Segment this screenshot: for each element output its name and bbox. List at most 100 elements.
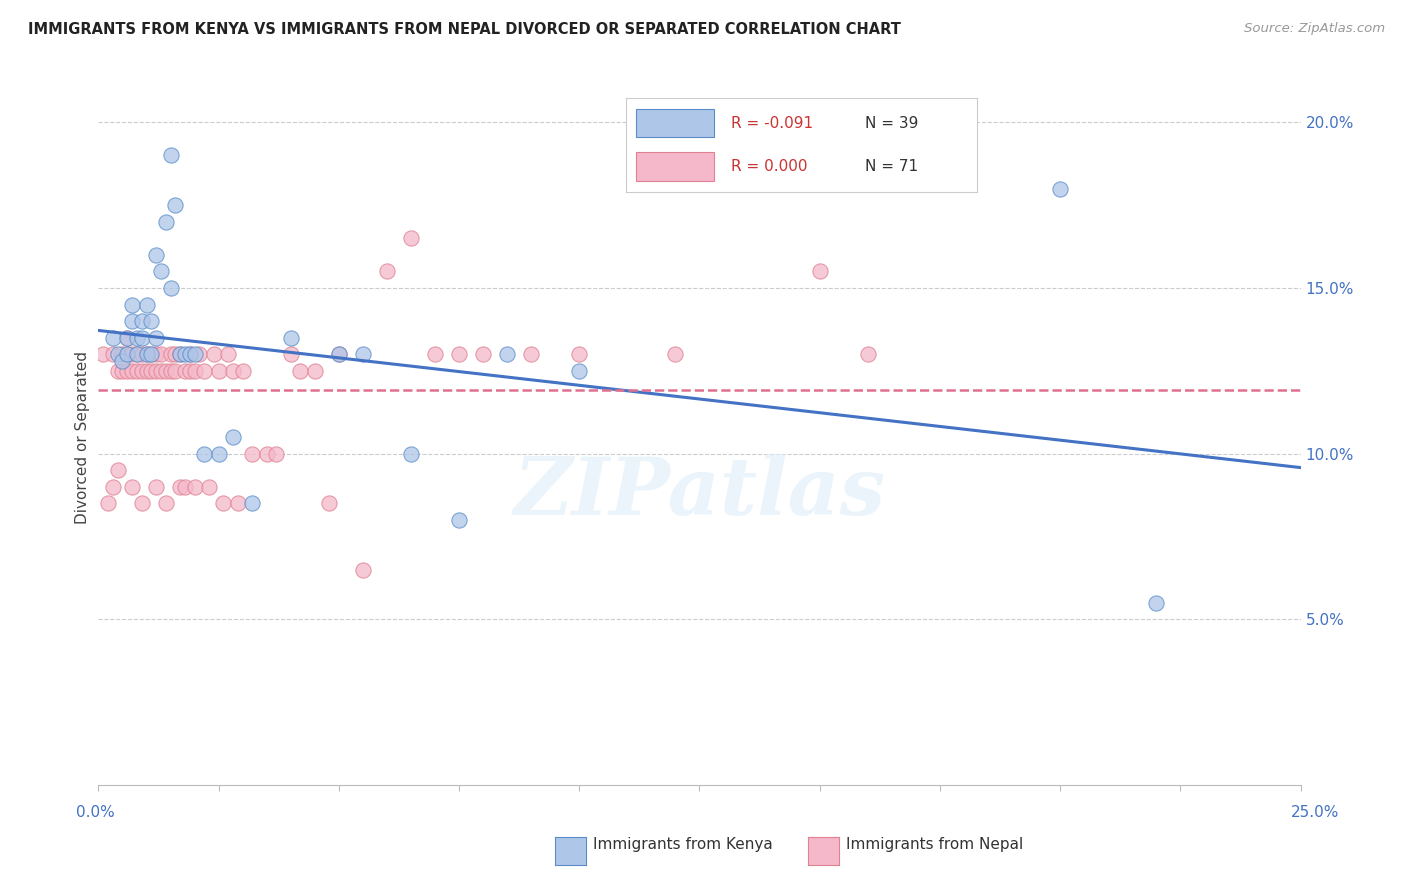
Point [240, 496, 263, 510]
Text: Immigrants from Kenya: Immigrants from Kenya [593, 838, 773, 852]
Point [135, 347, 157, 361]
Point [179, 347, 201, 361]
Point [208, 364, 231, 378]
Point [256, 447, 278, 461]
Point [328, 347, 350, 361]
Point [125, 347, 148, 361]
Point [217, 347, 239, 361]
Point [496, 347, 519, 361]
Point [125, 347, 148, 361]
Point [111, 347, 134, 361]
Y-axis label: Divorced or Separated: Divorced or Separated [75, 351, 90, 524]
Point [856, 347, 879, 361]
Point [145, 331, 167, 345]
Point [188, 347, 211, 361]
Point [121, 314, 143, 328]
Text: IMMIGRANTS FROM KENYA VS IMMIGRANTS FROM NEPAL DIVORCED OR SEPARATED CORRELATION: IMMIGRANTS FROM KENYA VS IMMIGRANTS FROM… [28, 22, 901, 37]
Point [97, 496, 120, 510]
Point [399, 447, 422, 461]
Point [240, 447, 263, 461]
Point [222, 430, 245, 444]
Point [568, 364, 591, 378]
Point [183, 364, 205, 378]
Point [141, 364, 163, 378]
Point [165, 198, 187, 212]
Point [169, 347, 191, 361]
Text: 0.0%: 0.0% [76, 805, 115, 820]
Point [101, 331, 124, 345]
Point [117, 331, 139, 345]
Text: R = 0.000: R = 0.000 [731, 159, 807, 174]
Text: R = -0.091: R = -0.091 [731, 116, 813, 131]
Point [520, 347, 543, 361]
Point [165, 364, 187, 378]
Point [121, 297, 143, 311]
Point [155, 496, 177, 510]
Point [135, 297, 157, 311]
Point [145, 480, 167, 494]
Point [208, 447, 231, 461]
Text: N = 71: N = 71 [865, 159, 918, 174]
Point [141, 347, 163, 361]
Point [159, 281, 181, 295]
Point [155, 215, 177, 229]
Point [169, 347, 191, 361]
Point [304, 364, 326, 378]
Point [280, 331, 302, 345]
Point [318, 496, 340, 510]
Point [198, 480, 221, 494]
Point [808, 264, 831, 278]
Point [101, 480, 124, 494]
Point [174, 347, 197, 361]
Text: ZIPatlas: ZIPatlas [513, 454, 886, 532]
Point [212, 496, 235, 510]
Point [174, 364, 197, 378]
Point [568, 347, 591, 361]
Point [183, 347, 205, 361]
Point [159, 347, 181, 361]
Point [111, 364, 134, 378]
Point [399, 231, 422, 245]
Point [179, 347, 201, 361]
Point [131, 364, 153, 378]
Point [117, 347, 139, 361]
Point [117, 347, 139, 361]
Bar [636, 110, 713, 137]
Point [131, 347, 153, 361]
Point [121, 480, 143, 494]
Point [125, 364, 148, 378]
Text: 25.0%: 25.0% [1291, 805, 1339, 820]
Point [202, 347, 225, 361]
Bar [636, 153, 713, 180]
Point [328, 347, 350, 361]
Point [107, 364, 129, 378]
Point [131, 496, 153, 510]
Point [472, 347, 495, 361]
Point [149, 347, 172, 361]
Point [107, 463, 129, 477]
Point [352, 563, 374, 577]
Point [375, 264, 398, 278]
Point [352, 347, 374, 361]
Point [131, 331, 153, 345]
Point [145, 248, 167, 262]
Text: N = 39: N = 39 [865, 116, 918, 131]
Point [447, 347, 470, 361]
Point [135, 364, 157, 378]
Point [149, 364, 172, 378]
Point [193, 447, 215, 461]
Point [664, 347, 686, 361]
Point [141, 314, 163, 328]
Point [125, 331, 148, 345]
Point [131, 314, 153, 328]
Point [145, 347, 167, 361]
Point [179, 364, 201, 378]
Point [145, 364, 167, 378]
Point [1144, 596, 1167, 610]
Text: Immigrants from Nepal: Immigrants from Nepal [846, 838, 1024, 852]
Point [290, 364, 312, 378]
Point [183, 480, 205, 494]
Point [159, 364, 181, 378]
Point [1049, 181, 1071, 195]
Point [155, 364, 177, 378]
